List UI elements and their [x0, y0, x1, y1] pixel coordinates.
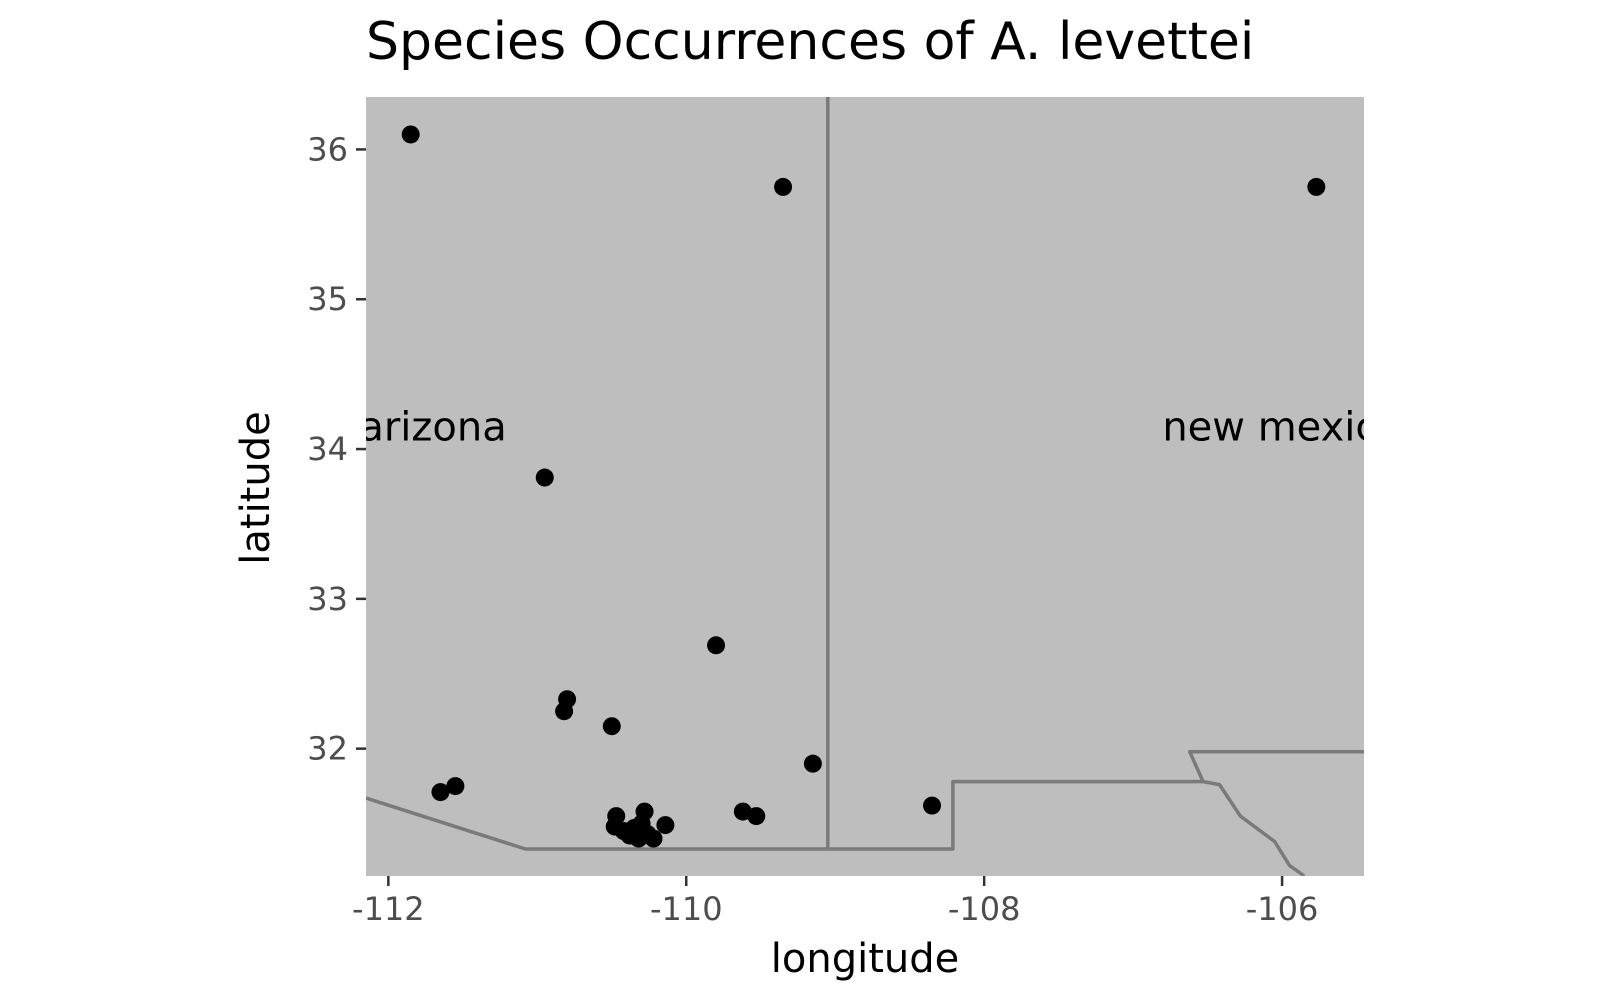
occurrence-point [774, 177, 793, 196]
y-tick-label: 35 [307, 280, 348, 318]
region-labels: arizona new mexico [359, 405, 1402, 451]
y-axis-title: latitude [233, 411, 279, 565]
x-tick-label: -112 [352, 890, 425, 928]
occurrence-point [1307, 177, 1326, 196]
region-label: arizona [359, 405, 506, 451]
occurrence-point [535, 468, 554, 487]
occurrence-point [707, 636, 726, 655]
y-tick-label: 33 [307, 580, 348, 618]
chart-title: Species Occurrences of A. levettei [366, 12, 1255, 72]
x-axis: -112 -110 -108 -106 [352, 876, 1318, 928]
occurrence-point [555, 702, 574, 721]
occurrence-point [644, 829, 663, 848]
x-axis-title: longitude [770, 936, 960, 982]
plot-panel [366, 97, 1364, 876]
x-tick-label: -110 [650, 890, 723, 928]
y-axis: 32 33 34 35 36 [307, 130, 366, 768]
y-tick-label: 32 [307, 730, 348, 768]
border-nm-texas-rio [1202, 779, 1306, 876]
occurrence-point [803, 754, 822, 773]
border-az-mexico [366, 796, 828, 851]
occurrence-points [401, 125, 1326, 848]
occurrence-point [401, 125, 420, 144]
occurrence-point [431, 783, 450, 802]
occurrence-point [656, 816, 675, 835]
occurrence-point [923, 796, 942, 815]
x-tick-label: -108 [948, 890, 1021, 928]
occurrence-point [747, 807, 766, 826]
y-tick-label: 36 [307, 130, 348, 168]
state-borders [366, 97, 1364, 876]
region-label: new mexico [1162, 405, 1402, 451]
occurrence-point [446, 777, 465, 796]
border-nm-bootheel [827, 749, 1364, 851]
x-tick-label: -106 [1246, 890, 1319, 928]
occurrence-point [602, 717, 621, 736]
y-tick-label: 34 [307, 430, 348, 468]
